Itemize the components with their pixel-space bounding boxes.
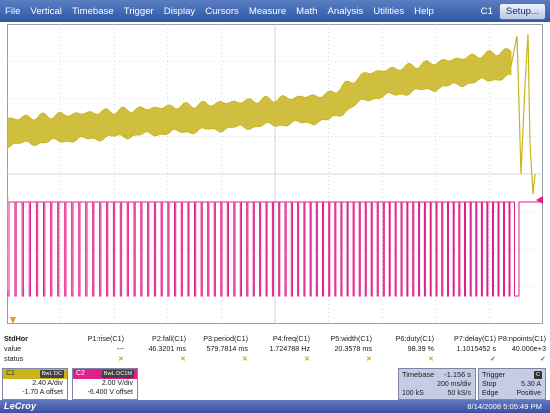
measure-name-p7[interactable]: P7:delay(C1): [454, 334, 496, 343]
trigger-descriptor[interactable]: Trigger C Stop 5.30 A Edge Positive: [478, 368, 546, 400]
status-ok-icon: ✓: [489, 354, 496, 363]
status-warning-icon: ✕: [427, 354, 434, 363]
status-warning-icon: ✕: [365, 354, 372, 363]
c2-coupling-badge: BwL DC1M: [101, 370, 134, 378]
trace-c2: [7, 201, 543, 297]
measure-value-p8: 40.000e+3: [511, 344, 546, 353]
menu-display[interactable]: Display: [163, 5, 196, 17]
c1-descriptor-header: C1 BwL DC: [3, 369, 67, 379]
timebase-scale: 200 ms/div: [437, 381, 471, 388]
waveform-grid[interactable]: C1 C2: [7, 24, 543, 324]
status-warning-icon: ✕: [179, 354, 186, 363]
measure-name-p1[interactable]: P1:rise(C1): [87, 334, 124, 343]
measure-mode[interactable]: StdHor: [4, 334, 28, 343]
status-row-label: status: [4, 354, 24, 363]
trigger-position-marker[interactable]: [10, 317, 16, 324]
c1-scale: 2.40 A/div: [32, 380, 63, 387]
trigger-slope: Positive: [516, 390, 541, 397]
status-warning-icon: ✕: [303, 354, 310, 363]
timebase-samples: 100 kS: [402, 390, 424, 397]
timebase-descriptor[interactable]: Timebase -1.156 s 200 ms/div 100 kS 50 k…: [398, 368, 476, 400]
timebase-rate: 50 kS/s: [447, 390, 471, 397]
measure-value-p6: 98.39 %: [407, 344, 434, 353]
trace-c1: [7, 33, 536, 195]
timebase-sample-row: 100 kS 50 kS/s: [399, 389, 475, 398]
c2-scale: 2.00 V/div: [101, 380, 133, 387]
c1-descriptor-name: C1: [6, 370, 15, 377]
trigger-mode: Stop: [482, 381, 497, 388]
measurement-table: StdHor P1:rise(C1) P2:fall(C1) P3:period…: [0, 334, 550, 366]
measure-value-p2: 46.3201 ms: [148, 344, 186, 353]
measure-name-p3[interactable]: P3:period(C1): [203, 334, 248, 343]
menu-utilities[interactable]: Utilities: [373, 5, 405, 17]
lecroy-logo: LeCroy: [4, 401, 37, 411]
measure-status-row: status ✕ ✕ ✕ ✕ ✕ ✕ ✓ ✓: [0, 354, 550, 364]
timebase-header: Timebase -1.156 s: [399, 369, 475, 380]
measure-name-p6[interactable]: P6:duty(C1): [395, 334, 434, 343]
measure-name-p2[interactable]: P2:fall(C1): [152, 334, 186, 343]
value-row-label: value: [4, 344, 22, 353]
status-ok-icon: ✓: [539, 354, 546, 363]
c2-offset: -6.400 V offset: [87, 389, 133, 396]
menu-analysis[interactable]: Analysis: [327, 5, 364, 17]
measure-value-p5: 20.3578 ms: [334, 344, 372, 353]
trigger-type-row: Edge Positive: [479, 389, 545, 398]
measure-name-p8[interactable]: P8:npoints(C1): [498, 334, 546, 343]
status-warning-icon: ✕: [241, 354, 248, 363]
c1-offset: -1.70 A offset: [22, 389, 63, 396]
measure-value-row: value --- 46.3201 ms 579.7814 ms 1.72478…: [0, 344, 550, 354]
c2-descriptor-name: C2: [76, 370, 85, 377]
menu-vertical[interactable]: Vertical: [30, 5, 62, 17]
menu-timebase[interactable]: Timebase: [71, 5, 114, 17]
timebase-delay: -1.156 s: [444, 370, 471, 379]
timebase-scale-row: 200 ms/div: [399, 380, 475, 389]
menu-trigger[interactable]: Trigger: [123, 5, 154, 17]
menu-measure[interactable]: Measure: [248, 5, 287, 17]
trigger-header: Trigger C: [479, 369, 545, 380]
menu-file[interactable]: File: [5, 5, 21, 17]
c2-descriptor-header: C2 BwL DC1M: [73, 369, 137, 379]
menu-cursors[interactable]: Cursors: [205, 5, 239, 17]
measure-value-p4: 1.724788 Hz: [269, 344, 310, 353]
measure-name-p5[interactable]: P5:width(C1): [330, 334, 372, 343]
measure-header-row: StdHor P1:rise(C1) P2:fall(C1) P3:period…: [0, 334, 550, 344]
measure-value-p3: 579.7814 ms: [206, 344, 248, 353]
c1-coupling-badge: BwL DC: [39, 370, 64, 378]
status-warning-icon: ✕: [117, 354, 124, 363]
active-channel-tag: C1: [480, 5, 493, 17]
setup-button[interactable]: Setup...: [498, 2, 546, 20]
c2-trace-label: C2: [7, 290, 10, 297]
trigger-level-marker[interactable]: [536, 196, 543, 204]
menu-help[interactable]: Help: [414, 5, 434, 17]
menu-math[interactable]: Math: [296, 5, 318, 17]
trigger-channel-badge: C: [533, 371, 542, 379]
measure-value-p7: 1.1015452 s: [456, 344, 496, 353]
trigger-type: Edge: [482, 390, 499, 397]
c1-trace-label: C1: [7, 197, 10, 204]
timebase-label: Timebase: [402, 370, 435, 379]
measure-name-p4[interactable]: P4:freq(C1): [272, 334, 310, 343]
trigger-mode-row: Stop 5.30 A: [479, 380, 545, 389]
trigger-level: 5.30 A: [521, 381, 541, 388]
c1-descriptor[interactable]: C1 BwL DC 2.40 A/div -1.70 A offset: [2, 368, 68, 400]
trigger-label: Trigger: [482, 370, 506, 379]
datetime-readout: 8/14/2008 5:05:49 PM: [467, 402, 542, 411]
waveform-display[interactable]: C1 C2: [7, 24, 543, 324]
measure-value-p1: ---: [116, 344, 124, 353]
status-footer: LeCroy 8/14/2008 5:05:49 PM: [0, 400, 550, 413]
menu-right-group: C1 Setup...: [480, 2, 550, 20]
menu-bar: File Vertical Timebase Trigger Display C…: [0, 0, 550, 22]
grid-lines: [7, 24, 543, 324]
c2-descriptor[interactable]: C2 BwL DC1M 2.00 V/div -6.400 V offset: [72, 368, 138, 400]
